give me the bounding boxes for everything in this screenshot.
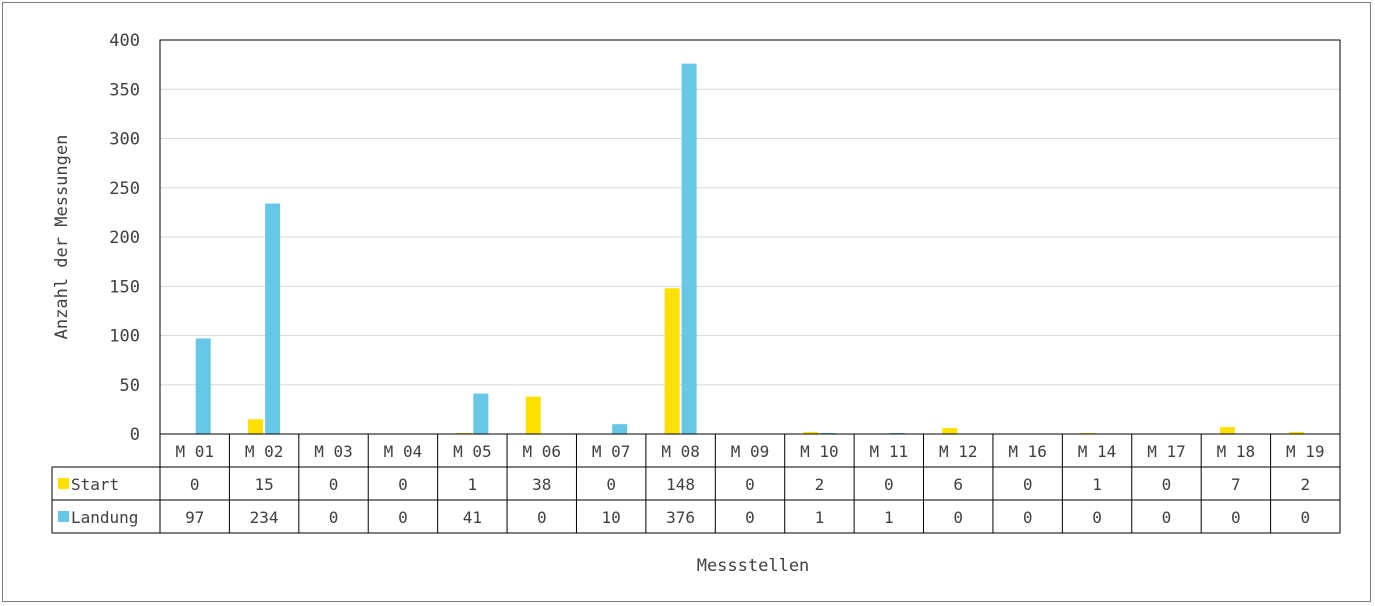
data-label: 1 [1092,475,1102,494]
data-label: 0 [398,508,408,527]
category-label: M 10 [800,442,839,461]
data-table: M 01 M 02 M 03 M 04 M 05 M 06 M 07 M 08 M 09 M 10… [51,433,1341,534]
bar-start-m02 [248,419,264,434]
data-label: 15 [254,475,273,494]
data-label: 7 [1231,475,1241,494]
category-label: M 12 [939,442,978,461]
y-tick-label: 350 [109,80,140,100]
category-label: M 16 [1008,442,1047,461]
category-label: M 06 [522,442,561,461]
data-label: 1 [815,508,825,527]
y-tick-label: 400 [109,31,140,51]
data-label: 0 [1092,508,1102,527]
data-label: 2 [815,475,825,494]
bar-landung-m07 [612,424,628,434]
data-label: 234 [250,508,279,527]
data-label: 6 [953,475,963,494]
category-label: M 03 [314,442,353,461]
y-axis-ticks: 0 50 100 150 200 250 300 350 400 [109,31,140,445]
data-label: 1 [468,475,478,494]
data-label: 0 [190,475,200,494]
data-label: 0 [606,475,616,494]
bar-start-m19 [1289,432,1305,434]
data-label: 0 [1023,475,1033,494]
category-label: M 05 [453,442,492,461]
data-label: 0 [398,475,408,494]
bar-landung-m02 [265,203,281,434]
legend-key-start [58,478,69,489]
data-label: 0 [745,508,755,527]
category-label: M 04 [384,442,423,461]
y-tick-label: 100 [109,327,140,347]
x-axis-title: Messstellen [697,556,810,576]
data-label: 10 [602,508,621,527]
bar-start-m12 [942,428,958,434]
data-label: 0 [884,475,894,494]
bar-start-m08 [664,288,680,434]
data-label: 0 [1162,475,1172,494]
category-label: M 07 [592,442,631,461]
data-label: 148 [666,475,695,494]
data-label: 0 [537,508,547,527]
legend-label-landung: Landung [71,508,138,527]
data-label: 376 [666,508,695,527]
y-tick-label: 200 [109,228,140,248]
data-label: 0 [1023,508,1033,527]
legend-label-start: Start [71,475,119,494]
bar-start-m18 [1219,427,1235,434]
data-label: 1 [884,508,894,527]
legend-key-landung [58,511,69,522]
data-label: 0 [953,508,963,527]
category-label: M 11 [870,442,909,461]
data-label: 0 [1300,508,1310,527]
y-tick-label: 250 [109,179,140,199]
y-tick-label: 0 [130,425,140,445]
y-axis-title: Anzahl der Messungen [52,135,72,340]
data-label: 97 [185,508,204,527]
bars [195,63,1305,434]
bar-start-m10 [803,432,819,434]
bar-landung-m01 [195,338,211,434]
category-label: M 08 [661,442,700,461]
data-label: 2 [1300,475,1310,494]
data-label: 0 [745,475,755,494]
category-label: M 09 [731,442,770,461]
y-tick-label: 150 [109,277,140,297]
category-label: M 17 [1147,442,1186,461]
data-label: 0 [329,508,339,527]
category-label: M 14 [1078,442,1117,461]
gridlines [159,39,1341,435]
y-tick-label: 300 [109,130,140,150]
data-label: 0 [1162,508,1172,527]
data-label: 38 [532,475,551,494]
category-label: M 02 [245,442,284,461]
data-label: 41 [463,508,482,527]
data-label: 0 [329,475,339,494]
category-label: M 18 [1217,442,1256,461]
bar-start-m06 [525,396,541,434]
category-label: M 01 [175,442,214,461]
bar-landung-m08 [681,63,697,434]
category-label: M 19 [1286,442,1325,461]
y-tick-label: 50 [120,376,140,396]
bar-landung-m05 [473,393,489,434]
data-label: 0 [1231,508,1241,527]
